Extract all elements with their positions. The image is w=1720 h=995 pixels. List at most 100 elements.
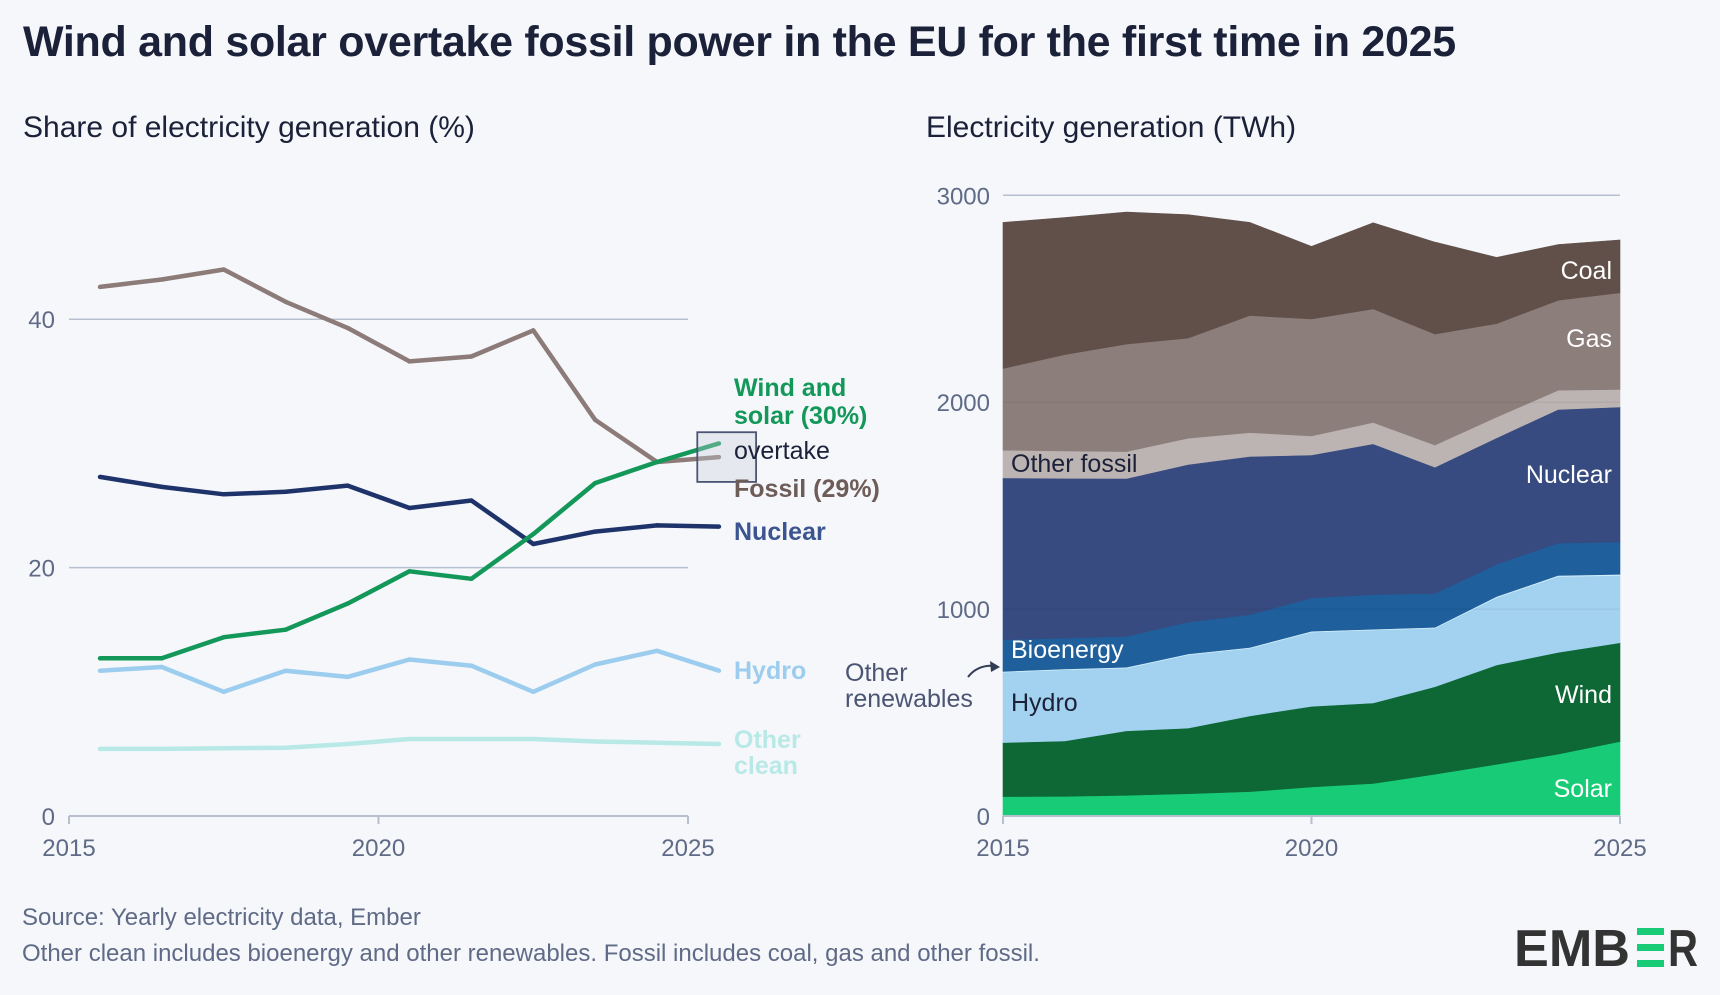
point-fossil (221, 267, 226, 272)
label-wind-and-solar: Wind and solar (30%) (734, 374, 867, 430)
point-wind-and-solar (283, 627, 288, 632)
area-label-coal: Coal (1561, 257, 1612, 285)
y-tick-label: 1000 (937, 597, 990, 624)
logo-bar-1 (1637, 944, 1664, 951)
area-label-gas: Gas (1566, 325, 1612, 353)
point-hydro (654, 648, 660, 654)
point-nuclear (716, 524, 722, 529)
point-wind-and-solar (97, 656, 103, 661)
area-label-other-fossil: Other fossil (1011, 450, 1137, 478)
point-hydro (159, 664, 165, 670)
area-label-nuclear: Nuclear (1526, 461, 1612, 489)
point-fossil (97, 284, 103, 290)
point-wind-and-solar (716, 441, 722, 446)
point-nuclear (407, 505, 412, 511)
label-hydro: Hydro (734, 657, 806, 685)
point-other-clean (654, 740, 660, 745)
point-nuclear (221, 492, 226, 497)
y-tick-label: 20 (28, 556, 55, 583)
point-hydro (407, 657, 412, 662)
point-nuclear (654, 523, 660, 528)
y-tick-label: 2000 (937, 390, 990, 417)
point-other-clean (407, 736, 412, 742)
x-tick-label: 2020 (352, 835, 405, 862)
point-hydro (592, 662, 598, 667)
label-fossil: Fossil (29%) (734, 475, 880, 503)
point-other-clean (159, 746, 165, 752)
point-hydro (345, 674, 350, 680)
source-note: Source: Yearly electricity data, Ember (22, 904, 421, 931)
overtake-box (696, 431, 757, 483)
label-line: Wind and (734, 374, 846, 402)
point-hydro (221, 689, 226, 694)
point-nuclear (283, 489, 288, 495)
area-label-solar: Solar (1554, 775, 1612, 803)
annotation-arrowhead-icon (990, 661, 1000, 672)
point-hydro (469, 663, 474, 668)
point-hydro (97, 668, 103, 673)
logo-text-r: R (1668, 926, 1698, 968)
label-line: solar (30%) (734, 402, 867, 430)
ember-logo: EMB R (1514, 926, 1698, 968)
label-other-clean: Other clean (734, 726, 801, 780)
point-other-clean (531, 736, 536, 742)
point-nuclear (592, 529, 598, 534)
left-chart-subtitle: Share of electricity generation (%) (23, 111, 475, 144)
point-hydro (283, 668, 288, 673)
label-nuclear: Nuclear (734, 518, 826, 546)
point-nuclear (531, 541, 536, 547)
point-other-clean (592, 739, 598, 744)
share-line-chart: 0 20 40 2015 2020 2025 Wind and solar (30%) over… (28, 267, 880, 862)
y-tick-label: 0 (42, 804, 55, 831)
logo-text-emb: EMB (1514, 926, 1630, 968)
point-nuclear (97, 474, 103, 480)
point-fossil (283, 299, 288, 305)
point-nuclear (159, 484, 165, 490)
other-renewables-annotation: Other renewables (845, 659, 973, 713)
point-wind-and-solar (654, 459, 660, 465)
area-label-bioenergy: Bioenergy (1011, 636, 1124, 664)
chart-title: Wind and solar overtake fossil power in … (23, 18, 1456, 66)
point-fossil (469, 354, 474, 359)
x-tick-label: 2025 (661, 835, 714, 862)
point-fossil (592, 417, 598, 423)
point-other-clean (345, 741, 350, 747)
area-label-hydro: Hydro (1011, 689, 1078, 717)
point-fossil (716, 454, 722, 460)
x-tick-label: 2015 (42, 835, 95, 862)
point-hydro (531, 689, 536, 694)
definitions-note: Other clean includes bioenergy and other… (22, 940, 1040, 967)
point-fossil (159, 277, 165, 282)
annotation-line: Other (845, 659, 908, 687)
x-tick-label: 2020 (1285, 835, 1338, 862)
x-tick-label: 2025 (1593, 835, 1646, 862)
logo-bar-0 (1637, 928, 1664, 935)
point-wind-and-solar (592, 480, 598, 486)
point-other-clean (469, 736, 474, 742)
area-label-wind: Wind (1555, 681, 1612, 709)
y-tick-label: 3000 (937, 183, 990, 210)
point-wind-and-solar (407, 569, 412, 574)
point-wind-and-solar (221, 634, 226, 640)
logo-bar-2 (1637, 960, 1664, 967)
annotation-line: renewables (845, 685, 973, 713)
area-coal (1002, 211, 1621, 369)
point-nuclear (345, 483, 350, 488)
label-line: Other (734, 726, 801, 754)
point-wind-and-solar (159, 656, 165, 661)
y-tick-label: 0 (977, 804, 990, 831)
point-other-clean (97, 746, 103, 752)
label-overtake: overtake (734, 437, 830, 465)
point-fossil (531, 328, 536, 333)
point-other-clean (221, 746, 226, 751)
point-hydro (716, 668, 722, 673)
point-wind-and-solar (469, 576, 474, 581)
point-fossil (345, 325, 350, 331)
point-fossil (407, 359, 412, 364)
point-wind-and-solar (531, 531, 536, 537)
right-chart-subtitle: Electricity generation (TWh) (926, 111, 1297, 144)
generation-area-chart: 0 1000 2000 3000 2015 2020 2025 Coal Gas Nuclear W… (845, 183, 1647, 862)
point-wind-and-solar (345, 601, 350, 606)
y-tick-label: 40 (28, 307, 55, 334)
x-tick-label: 2015 (976, 835, 1029, 862)
